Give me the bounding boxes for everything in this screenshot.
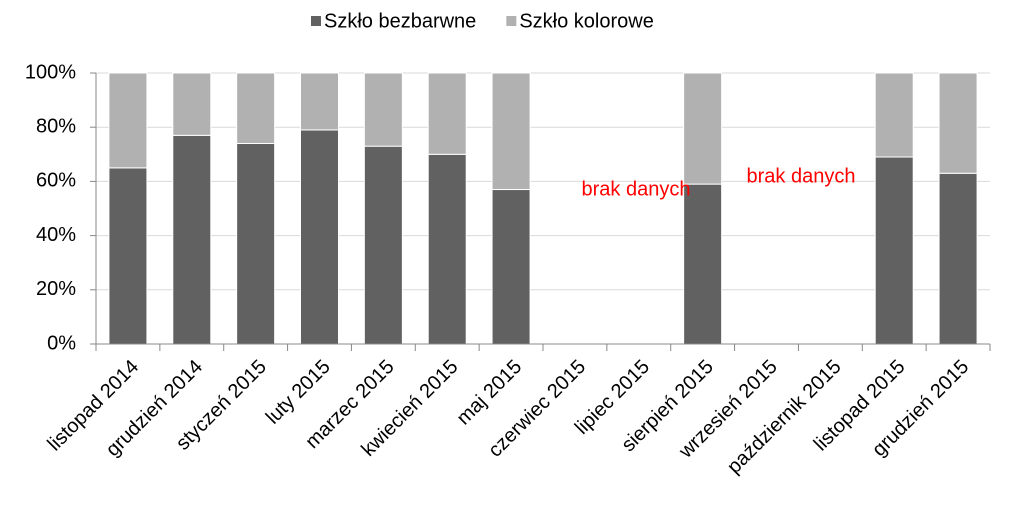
bar-segment: [683, 183, 723, 345]
x-tick-label: październik 2015: [723, 356, 845, 478]
bar-segment: [300, 129, 339, 345]
bar-segment: [363, 145, 403, 345]
bar-segment: [236, 142, 276, 345]
bar-segment: [236, 72, 276, 144]
y-tick-label: 100%: [25, 61, 76, 83]
legend-swatch: [506, 16, 517, 26]
bar-segment: [938, 72, 978, 174]
y-tick-label: 60%: [36, 170, 76, 192]
bar-segment: [938, 172, 978, 345]
bar-segment: [683, 72, 723, 185]
legend-swatch: [311, 16, 321, 26]
y-tick-label: 40%: [36, 224, 76, 246]
bar-segment: [491, 72, 531, 191]
bar-segment: [300, 72, 339, 131]
legend-label: Szkło bezbarwne: [324, 10, 476, 32]
y-tick-label: 0%: [47, 332, 76, 354]
bar-segment: [363, 72, 403, 147]
annotation: brak danych: [582, 178, 691, 200]
bar-segment: [874, 156, 914, 345]
annotation: brak danych: [747, 165, 856, 187]
legend-label: Szkło kolorowe: [519, 10, 654, 32]
y-tick-label: 80%: [36, 115, 76, 137]
bar-segment: [491, 189, 531, 345]
y-tick-label: 20%: [36, 278, 76, 300]
bar-segment: [172, 72, 212, 136]
bar-segment: [874, 72, 914, 158]
bar-segment: [108, 72, 148, 169]
bar-segment: [172, 134, 212, 345]
bar-segment: [427, 72, 467, 155]
bar-segment: [108, 167, 148, 345]
bar-segment: [427, 153, 467, 345]
